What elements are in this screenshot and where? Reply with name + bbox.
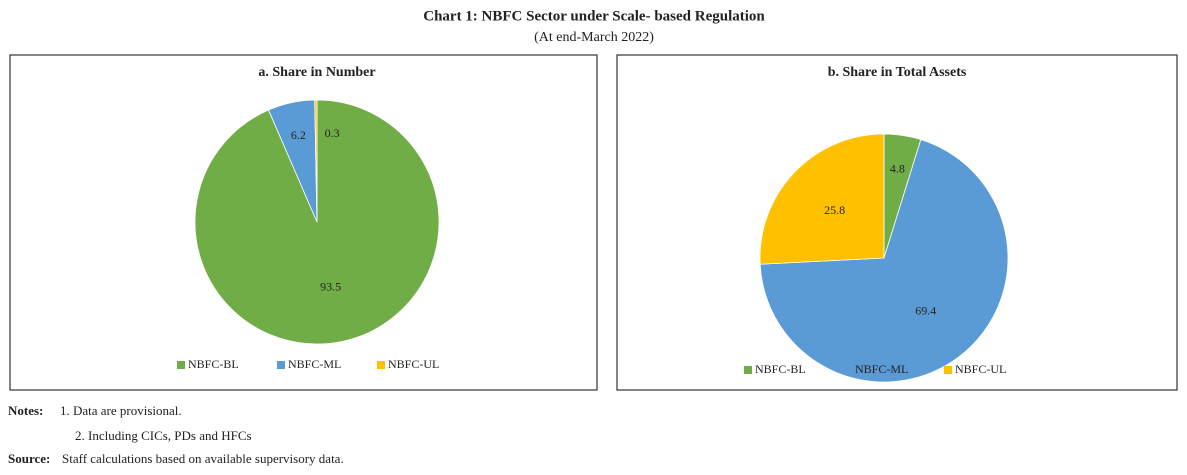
legend-swatch [277, 361, 285, 369]
source-text: Staff calculations based on available su… [62, 451, 344, 466]
chart-title: b. Share in Total Assets [828, 65, 967, 80]
data-label: 69.4 [915, 304, 936, 318]
panel-frame [616, 54, 1178, 391]
pie-slice [759, 133, 885, 265]
legend-swatch [177, 361, 185, 369]
figure-subtitle: (At end-March 2022) [534, 30, 654, 45]
source-label: Source: [8, 451, 50, 466]
pie-slice [314, 99, 318, 223]
chart-title: a. Share in Number [258, 65, 375, 80]
data-label: 4.8 [890, 161, 905, 175]
legend-label: NBFC-ML [855, 362, 908, 376]
legend-label: NBFC-UL [388, 357, 439, 371]
legend-label: NBFC-UL [955, 362, 1006, 376]
legend-swatch [377, 361, 385, 369]
legend-swatch [744, 366, 752, 374]
legend-label: NBFC-BL [755, 362, 806, 376]
legend-swatch [844, 366, 852, 374]
data-label: 93.5 [320, 279, 341, 293]
pie-slice [759, 139, 1009, 383]
data-label: 6.2 [291, 128, 306, 142]
legend-label: NBFC-ML [288, 357, 341, 371]
figure-title: Chart 1: NBFC Sector under Scale- based … [423, 8, 765, 24]
panel-frame [9, 54, 598, 391]
notes-label: Notes: [8, 403, 43, 418]
data-label: 25.8 [824, 203, 845, 217]
data-label: 0.3 [325, 126, 340, 140]
note: 1. Data are provisional. [60, 403, 182, 418]
note: 2. Including CICs, PDs and HFCs [75, 428, 252, 443]
legend-swatch [944, 366, 952, 374]
legend-label: NBFC-BL [188, 357, 239, 371]
